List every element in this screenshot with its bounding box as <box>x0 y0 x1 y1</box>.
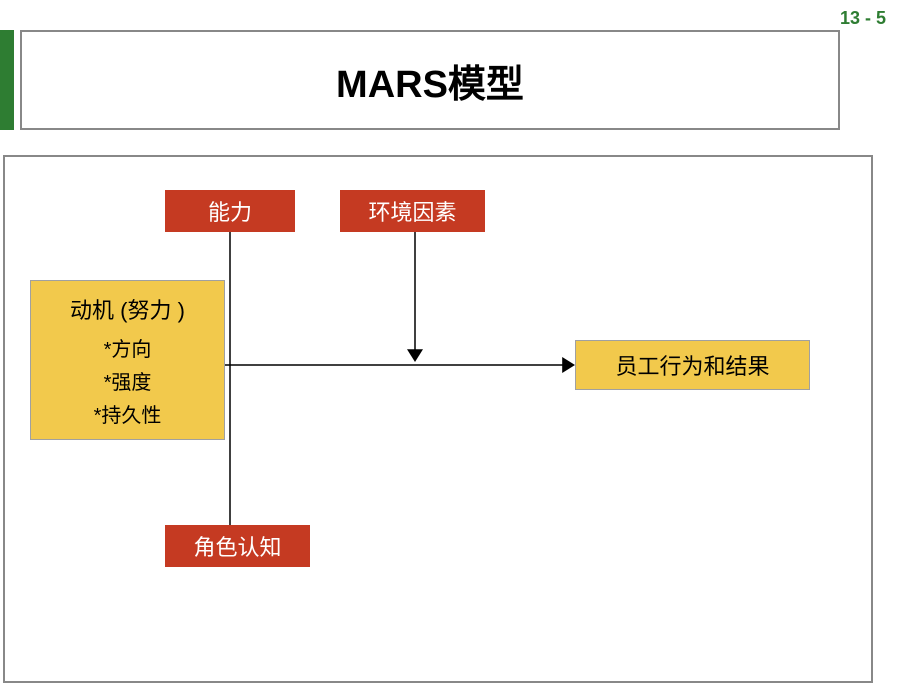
outcome-box: 员工行为和结果 <box>575 340 810 390</box>
motivation-item-direction: *方向 <box>31 333 224 362</box>
environment-box: 环境因素 <box>340 190 485 232</box>
title-accent-bar <box>0 30 14 130</box>
page-number: 13 - 5 <box>840 8 886 29</box>
motivation-box: 动机 (努力 ) *方向 *强度 *持久性 <box>30 280 225 440</box>
role-perception-box: 角色认知 <box>165 525 310 567</box>
inner-accent-strip <box>155 155 875 165</box>
motivation-title: 动机 (努力 ) <box>31 293 224 325</box>
slide-title-text: MARS模型 <box>336 53 524 108</box>
ability-label: 能力 <box>208 195 252 227</box>
role-label: 角色认知 <box>193 530 281 562</box>
motivation-item-persistence: *持久性 <box>31 399 224 428</box>
environment-label: 环境因素 <box>368 195 456 227</box>
slide-title-bar: MARS模型 <box>20 30 840 130</box>
motivation-item-intensity: *强度 <box>31 366 224 395</box>
title-corner-cut <box>840 30 888 78</box>
ability-box: 能力 <box>165 190 295 232</box>
motivation-items: *方向 *强度 *持久性 <box>31 333 224 428</box>
outcome-label: 员工行为和结果 <box>615 349 769 381</box>
